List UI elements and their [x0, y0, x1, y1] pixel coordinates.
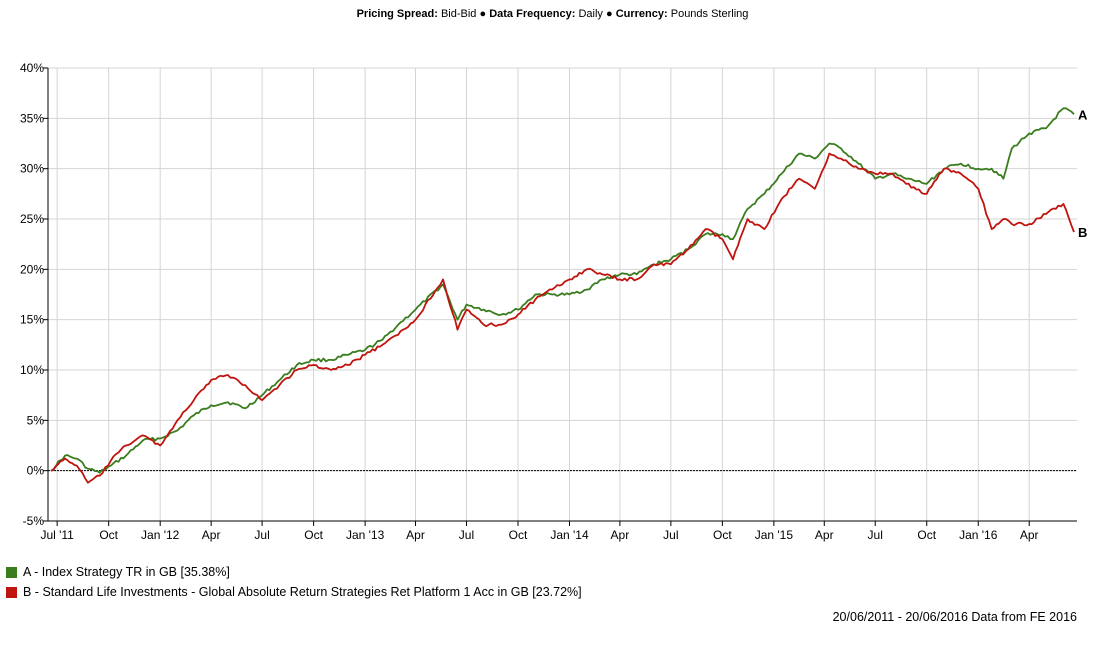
x-tick-label: Oct [917, 528, 936, 542]
x-tick-label: Oct [713, 528, 732, 542]
chart-series [50, 107, 1075, 484]
date-range-footer: 20/06/2011 - 20/06/2016 Data from FE 201… [832, 610, 1077, 624]
x-tick-label: Apr [1020, 528, 1039, 542]
x-tick-label: Apr [202, 528, 221, 542]
x-tick-label: Apr [815, 528, 834, 542]
series-end-label-a: A [1078, 107, 1088, 122]
legend-item-a: A - Index Strategy TR in GB [35.38%] [6, 562, 582, 582]
header-separator: ● [605, 8, 613, 20]
chart-axes [47, 68, 1077, 522]
y-tick-label: 40% [20, 61, 44, 75]
header-separator: ● [479, 8, 487, 20]
chart-legend: A - Index Strategy TR in GB [35.38%] B -… [6, 562, 582, 602]
x-tick-label: Jan '14 [550, 528, 589, 542]
y-tick-label: 30% [20, 162, 44, 176]
y-tick-label: 20% [20, 262, 44, 276]
line-chart: -5%0%5%10%15%20%25%30%35%40% Jul '11 Oct J… [20, 61, 1088, 542]
currency-label: Currency: [615, 8, 668, 20]
y-axis-labels: -5% 0% 5% 10% 15% 20% 25% 30% 35% 40% [20, 61, 44, 528]
x-tick-label: Jan '13 [346, 528, 385, 542]
currency-value: Pounds Sterling [670, 8, 749, 20]
chart-grid [43, 67, 1077, 526]
y-tick-label: 25% [20, 212, 44, 226]
y-tick-label: -5% [23, 514, 45, 528]
x-tick-label: Oct [99, 528, 118, 542]
x-tick-label: Jan '16 [959, 528, 998, 542]
data-frequency-value: Daily [578, 8, 603, 20]
x-tick-label: Jul [254, 528, 269, 542]
y-tick-label: 10% [20, 363, 44, 377]
data-frequency-label: Data Frequency: [489, 8, 576, 20]
legend-swatch-b [6, 586, 17, 598]
series-end-label-b: B [1078, 225, 1087, 240]
y-tick-label: 35% [20, 111, 44, 125]
legend-swatch-a [6, 566, 17, 578]
series-end-labels: AB [1078, 107, 1088, 240]
series-line-b [50, 152, 1075, 484]
x-tick-label: Jan '12 [141, 528, 180, 542]
x-tick-label: Jul [459, 528, 474, 542]
x-tick-label: Oct [304, 528, 323, 542]
chart-header: Pricing Spread: Bid-Bid ● Data Frequency… [0, 8, 1105, 20]
y-tick-label: 5% [27, 413, 45, 427]
pricing-spread-label: Pricing Spread: [356, 8, 438, 20]
x-tick-label: Oct [509, 528, 528, 542]
legend-label-b: B - Standard Life Investments - Global A… [23, 585, 582, 599]
series-line-a [50, 107, 1075, 474]
y-tick-label: 0% [27, 464, 45, 478]
legend-item-b: B - Standard Life Investments - Global A… [6, 582, 582, 602]
x-tick-label: Jul '11 [40, 528, 74, 542]
legend-label-a: A - Index Strategy TR in GB [35.38%] [23, 565, 230, 579]
x-tick-label: Jul [868, 528, 883, 542]
y-tick-label: 15% [20, 313, 44, 327]
x-axis-labels: Jul '11 Oct Jan '12 Apr Jul Oct Jan '13 Apr Jul O… [40, 528, 1038, 542]
x-tick-label: Jul [663, 528, 678, 542]
pricing-spread-value: Bid-Bid [440, 8, 477, 20]
x-tick-label: Apr [611, 528, 630, 542]
x-tick-label: Jan '15 [755, 528, 794, 542]
x-tick-label: Apr [406, 528, 425, 542]
